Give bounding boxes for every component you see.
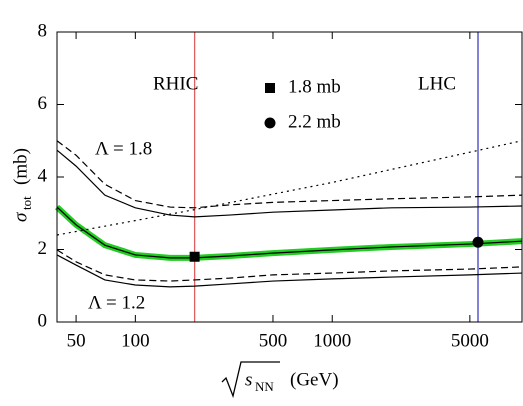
annotation: Λ = 1.8 — [95, 138, 152, 159]
x-label: NN — [255, 379, 274, 394]
y-label: σ tot (mb) — [10, 148, 34, 222]
x-tick-label: 1000 — [313, 330, 351, 351]
legend-label: 2.2 mb — [288, 111, 341, 132]
annotation: LHC — [418, 73, 456, 94]
y-tick-label: 0 — [38, 310, 48, 331]
x-tick-label: 500 — [259, 330, 288, 351]
y-tick-label: 4 — [38, 165, 48, 186]
x-tick-label: 100 — [121, 330, 150, 351]
x-tick-label: 50 — [67, 330, 86, 351]
line — [56, 249, 523, 282]
legend-marker — [265, 83, 275, 93]
y-label: (mb) — [10, 148, 31, 185]
x-label: s — [245, 369, 252, 390]
annotation: Λ = 1.2 — [88, 292, 145, 313]
band — [54, 204, 523, 261]
x-tick-label: 5000 — [451, 330, 489, 351]
x-label: (GeV) — [290, 369, 339, 390]
y-label: σ — [10, 212, 31, 222]
legend-marker — [264, 117, 276, 129]
sqrt-sign — [221, 361, 280, 399]
line — [56, 149, 523, 218]
y-tick-label: 8 — [38, 20, 48, 41]
marker — [189, 251, 200, 262]
y-tick-label: 6 — [38, 93, 48, 114]
line — [56, 254, 523, 288]
annotation: RHIC — [153, 73, 198, 94]
line — [56, 140, 523, 236]
marker — [472, 236, 484, 248]
y-tick-label: 2 — [38, 238, 48, 259]
legend-label: 1.8 mb — [288, 76, 341, 97]
y-label: tot — [19, 196, 34, 210]
line — [56, 206, 523, 259]
